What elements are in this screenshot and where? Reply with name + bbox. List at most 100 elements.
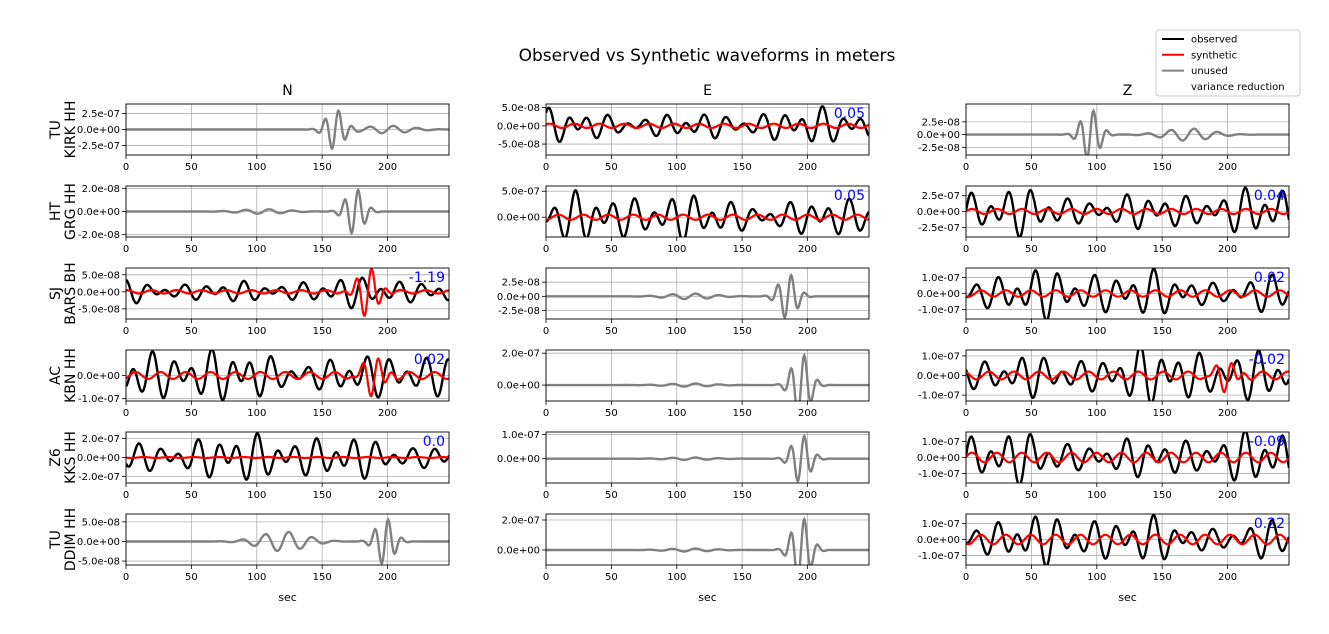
x-tick-label: 50 [1025, 162, 1038, 173]
x-tick-label: 0 [963, 162, 969, 173]
row-label: TU DDIM HH [48, 508, 79, 571]
panel-4-N: 2.0e-07 0.0e+00 -2.0e-070 50 100 150 200 0.0 [77, 431, 450, 501]
x-tick-label: 150 [733, 326, 752, 337]
legend-label: variance reduction [1191, 82, 1285, 93]
x-tick-label: 200 [1218, 326, 1237, 337]
x-tick-label: 50 [185, 326, 198, 337]
x-tick-label: 200 [378, 244, 397, 255]
x-tick-label: 0 [123, 490, 129, 501]
x-tick-label: 50 [185, 572, 198, 583]
x-tick-label: 150 [313, 490, 332, 501]
x-tick-label: 0 [123, 408, 129, 419]
variance-reduction-label: 0.02 [414, 352, 445, 368]
y-tick-label: 1.0e-07 [922, 437, 960, 448]
y-tick-label: 0.0e+00 [917, 289, 960, 300]
unused-trace [546, 352, 869, 401]
observed-trace [966, 268, 1289, 319]
x-tick-label: 150 [733, 244, 752, 255]
observed-trace [966, 432, 1289, 483]
panel-0-Z: 2.5e-08 0.0e+00 -2.5e-080 50 100 150 200 [917, 103, 1290, 173]
variance-reduction-label: 0.05 [834, 106, 865, 122]
y-tick-label: -5.0e-08 [78, 304, 120, 315]
x-tick-label: 150 [733, 490, 752, 501]
x-tick-label: 50 [605, 572, 618, 583]
y-tick-label: 0.0e+00 [77, 287, 120, 298]
y-tick-label: 5.0e-07 [502, 187, 540, 198]
y-tick-label: -5.0e-08 [78, 557, 120, 568]
x-tick-label: 100 [247, 572, 266, 583]
variance-reduction-label: -0.09 [1249, 434, 1285, 450]
x-tick-label: 50 [1025, 408, 1038, 419]
y-tick-label: 0.0e+00 [917, 535, 960, 546]
panel-frame [965, 103, 1290, 156]
unused-trace [546, 516, 869, 565]
x-tick-label: 100 [1087, 244, 1106, 255]
x-tick-label: 150 [733, 572, 752, 583]
y-tick-label: -1.0e-07 [918, 469, 960, 480]
unused-trace [126, 187, 449, 236]
y-tick-label: -5.0e-08 [498, 140, 540, 151]
x-tick-label: 150 [1153, 490, 1172, 501]
observed-trace [966, 186, 1289, 237]
variance-reduction-label: 0.02 [1254, 270, 1285, 286]
panel-3-E: 2.0e-07 0.0e+00 0 50 100 150 200 [497, 349, 870, 419]
panel-frame [545, 267, 870, 320]
y-tick-label: 0.0e+00 [77, 453, 120, 464]
x-tick-label: 150 [1153, 162, 1172, 173]
x-tick-label: 50 [185, 490, 198, 501]
panel-4-Z: 1.0e-07 0.0e+00 -1.0e-070 50 100 150 200 -0.09 [917, 431, 1290, 501]
variance-reduction-label: 0.05 [834, 188, 865, 204]
panel-3-Z: 1.0e-07 0.0e+00 -1.0e-070 50 100 150 200 -0.02 [917, 349, 1290, 419]
x-tick-label: 50 [1025, 572, 1038, 583]
legend-label: synthetic [1191, 50, 1237, 61]
y-tick-label: -2.5e-07 [918, 223, 960, 234]
y-tick-label: -2.0e-07 [78, 472, 120, 483]
variance-reduction-label: 0.22 [1254, 516, 1285, 532]
synthetic-trace [126, 268, 449, 317]
x-tick-label: 150 [313, 572, 332, 583]
row-network: Z6 [48, 448, 64, 467]
y-tick-label: 0.0e+00 [917, 130, 960, 141]
y-tick-label: 0.0e+00 [77, 125, 120, 136]
y-tick-label: 0.0e+00 [497, 213, 540, 224]
synthetic-trace [126, 455, 449, 460]
x-tick-label: 200 [378, 408, 397, 419]
synthetic-trace [966, 207, 1289, 216]
panel-0-E: 5.0e-08 0.0e+00 -5.0e-080 50 100 150 200 0.05 [497, 103, 870, 173]
x-tick-label: 50 [1025, 244, 1038, 255]
panel-frame [545, 513, 870, 566]
x-tick-label: 0 [543, 326, 549, 337]
y-tick-label: 2.5e-08 [922, 117, 960, 128]
legend-entry: variance reduction [1191, 82, 1285, 93]
synthetic-trace [966, 289, 1289, 298]
y-tick-label: 2.5e-07 [922, 191, 960, 202]
legend-box [1155, 29, 1301, 97]
y-tick-label: 0.0e+00 [917, 453, 960, 464]
y-tick-label: -2.5e-08 [498, 306, 540, 317]
panel-5-Z: 1.0e-07 0.0e+00 -1.0e-070 50 100 150 200 0.22 [917, 513, 1290, 583]
x-tick-label: 100 [247, 490, 266, 501]
x-tick-label: 0 [123, 162, 129, 173]
x-tick-label: 100 [667, 326, 686, 337]
panel-1-E: 5.0e-07 0.0e+00 0 50 100 150 200 0.05 [497, 185, 870, 255]
unused-trace [126, 108, 449, 151]
y-tick-label: 2.5e-08 [502, 278, 540, 289]
x-tick-label: 100 [667, 490, 686, 501]
unused-trace [126, 517, 449, 565]
synthetic-trace [966, 533, 1289, 546]
row-label: TU KIRK HH [48, 101, 79, 159]
x-tick-label: 200 [798, 408, 817, 419]
y-tick-label: 0.0e+00 [497, 546, 540, 557]
x-tick-label: 200 [1218, 244, 1237, 255]
y-tick-label: -1.0e-07 [918, 551, 960, 562]
x-tick-label: 0 [543, 572, 549, 583]
y-tick-label: 5.0e-08 [82, 517, 120, 528]
x-tick-label: 150 [313, 162, 332, 173]
x-tick-label: 200 [798, 572, 817, 583]
observed-trace [126, 350, 449, 401]
x-tick-label: 200 [1218, 490, 1237, 501]
x-tick-label: 50 [605, 244, 618, 255]
panel-2-E: 2.5e-08 0.0e+00 -2.5e-080 50 100 150 200 [497, 267, 870, 337]
x-tick-label: 150 [733, 162, 752, 173]
